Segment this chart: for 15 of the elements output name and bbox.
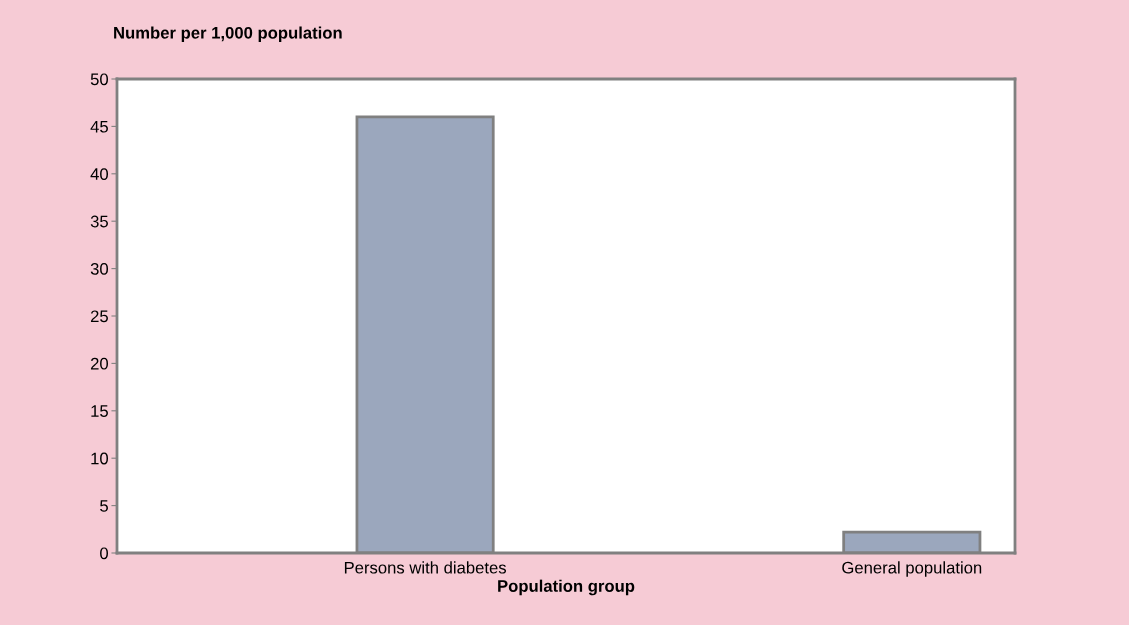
y-tick-label: 30 [90,263,109,275]
y-tick-label: 20 [90,357,109,370]
y-axis-title: Number per 1,000 population [114,26,342,43]
x-tick-label: General population [842,561,982,577]
y-tick-label: 10 [91,452,109,465]
x-tick-label: Persons with diabetes [344,561,507,574]
y-tick-label: 50 [90,73,109,86]
y-tick-label: 35 [90,215,108,228]
y-tick-label: 40 [90,168,109,180]
x-axis-title: Population group [498,579,635,596]
y-tick-label: 0 [100,547,109,560]
y-tick-label: 25 [90,310,108,323]
y-tick-label: 5 [100,500,108,512]
y-tick-label: 15 [91,405,108,417]
y-tick-label: 45 [90,120,108,133]
